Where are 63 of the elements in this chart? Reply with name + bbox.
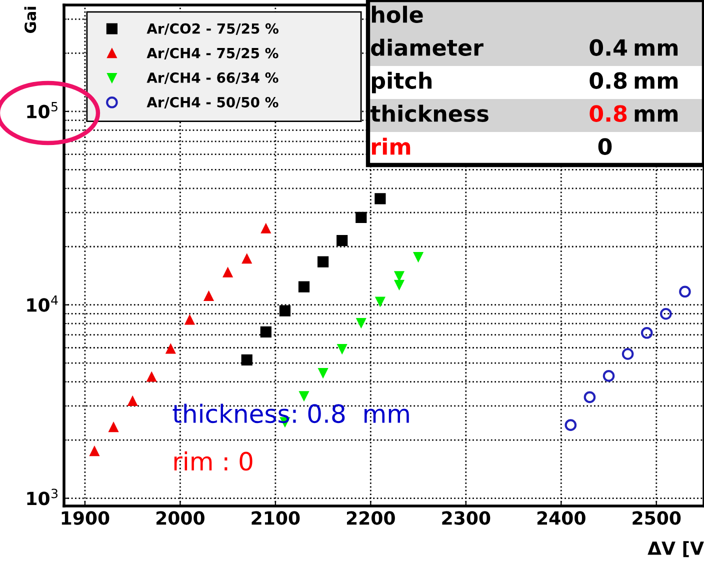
x-tick-label: 1900: [62, 511, 110, 525]
annotation: 0.8: [590, 72, 627, 89]
annotation: diameter: [371, 38, 484, 56]
x-tick-label: 2300: [442, 511, 490, 525]
point: [356, 318, 366, 328]
annotation: rim: [372, 138, 410, 155]
legend-label: Ar/CH4 - 50/50 %: [146, 96, 278, 109]
point: [260, 326, 272, 338]
point: [375, 296, 386, 306]
point: [146, 372, 156, 382]
point: [261, 224, 271, 234]
x-tick-label: 2000: [156, 511, 204, 525]
annotation: mm: [634, 43, 678, 56]
point: [279, 305, 291, 316]
legend-label: Ar/CO2 - 75/25 %: [146, 23, 278, 35]
point: [622, 348, 634, 360]
point: [602, 370, 615, 382]
legend-label: Ar/CH4 - 66/34 %: [146, 72, 278, 84]
point: [374, 193, 386, 204]
annotation: rim : 0: [174, 451, 252, 471]
y-axis-title: Gai: [24, 6, 36, 33]
x-tick-label: 2200: [346, 511, 395, 525]
x-tick-label: 2500: [632, 511, 681, 525]
point: [336, 234, 348, 246]
point: [299, 391, 309, 401]
point: [318, 368, 328, 378]
point: [242, 254, 252, 264]
legend-label: Ar/CH4 - 75/25 %: [146, 48, 278, 60]
point: [166, 344, 176, 354]
point: [584, 391, 596, 404]
annotation: 0: [598, 138, 612, 155]
point: [413, 252, 424, 262]
annotation: pitch: [372, 72, 432, 94]
annotation: mm: [634, 76, 678, 89]
point: [108, 422, 118, 432]
point: [184, 315, 195, 325]
point: [222, 268, 233, 278]
point: [337, 344, 347, 354]
x-tick-label: 2100: [252, 511, 300, 525]
annotation: thickness: [370, 104, 488, 122]
point: [90, 446, 100, 456]
annotation: thickness: 0.8 mm: [172, 404, 409, 424]
point: [394, 271, 404, 281]
point: [640, 327, 653, 339]
point: [679, 286, 691, 298]
point: [394, 280, 404, 290]
annotation: mm: [634, 109, 678, 122]
point: [317, 256, 329, 268]
annotation: hole: [372, 6, 423, 23]
point: [204, 291, 214, 301]
y-tick-label: 10$^{3}$: [27, 488, 58, 506]
annotation: 0.4: [590, 39, 627, 56]
x-axis-title: ΔV [V: [648, 541, 704, 558]
point: [128, 396, 138, 406]
y-tick-label: 10$^{5}$: [27, 102, 58, 118]
point: [241, 354, 252, 366]
point: [660, 308, 672, 320]
x-tick-label: 2400: [537, 511, 586, 525]
point: [564, 419, 577, 431]
y-tick-label: 10$^{4}$: [27, 295, 58, 312]
point: [356, 212, 367, 224]
annotation: 0.8: [590, 105, 627, 122]
point: [298, 281, 310, 292]
